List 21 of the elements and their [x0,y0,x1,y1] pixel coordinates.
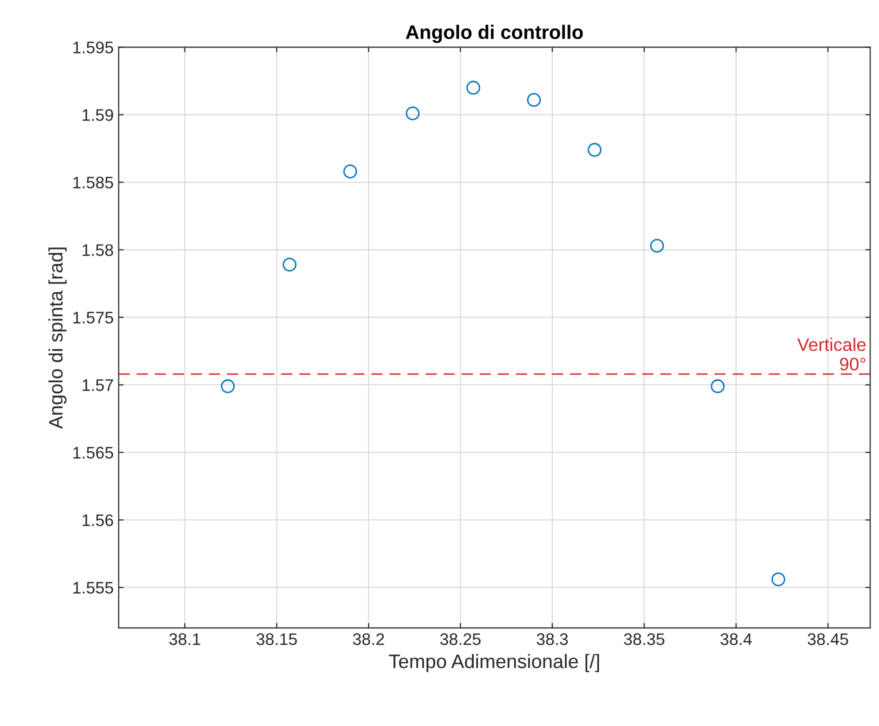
y-tick-label: 1.57 [82,379,113,392]
x-tick-label: 38.3 [536,633,568,646]
x-tick-label: 38.45 [808,633,848,646]
x-tick-label: 38.25 [440,633,481,646]
chart-title: Angolo di controllo [406,24,583,43]
y-tick-label: 1.565 [73,446,114,459]
y-tick-label: 1.595 [73,42,114,54]
y-tick-label: 1.575 [73,312,114,324]
x-tick-label: 38.4 [720,633,752,646]
x-tick-label: 38.15 [256,633,297,646]
x-tick-label: 38.1 [169,633,200,646]
y-tick-label: 1.58 [82,244,114,256]
y-axis-title: Angolo di spinta [rad] [48,248,67,429]
y-tick-label: 1.56 [82,514,114,526]
y-tick-label: 1.555 [73,582,114,594]
y-tick-label: 1.585 [73,176,114,188]
x-tick-label: 38.35 [624,633,664,646]
x-axis-title: Tempo Adimensionale [/] [388,654,599,672]
y-tick-label: 1.59 [82,109,114,121]
ref-line-label: Verticale 90° [797,338,866,370]
x-tick-label: 38.2 [352,633,384,646]
